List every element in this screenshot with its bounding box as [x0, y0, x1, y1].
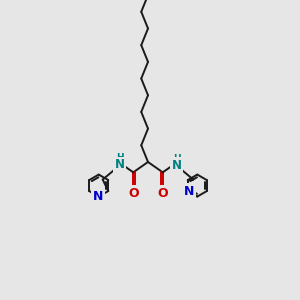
Text: N: N — [172, 158, 182, 172]
Text: N: N — [92, 190, 103, 203]
Text: H: H — [173, 154, 180, 163]
Text: O: O — [158, 187, 168, 200]
Text: H: H — [116, 154, 123, 163]
Text: N: N — [184, 184, 194, 198]
Text: O: O — [128, 187, 139, 200]
Text: N: N — [115, 158, 124, 172]
